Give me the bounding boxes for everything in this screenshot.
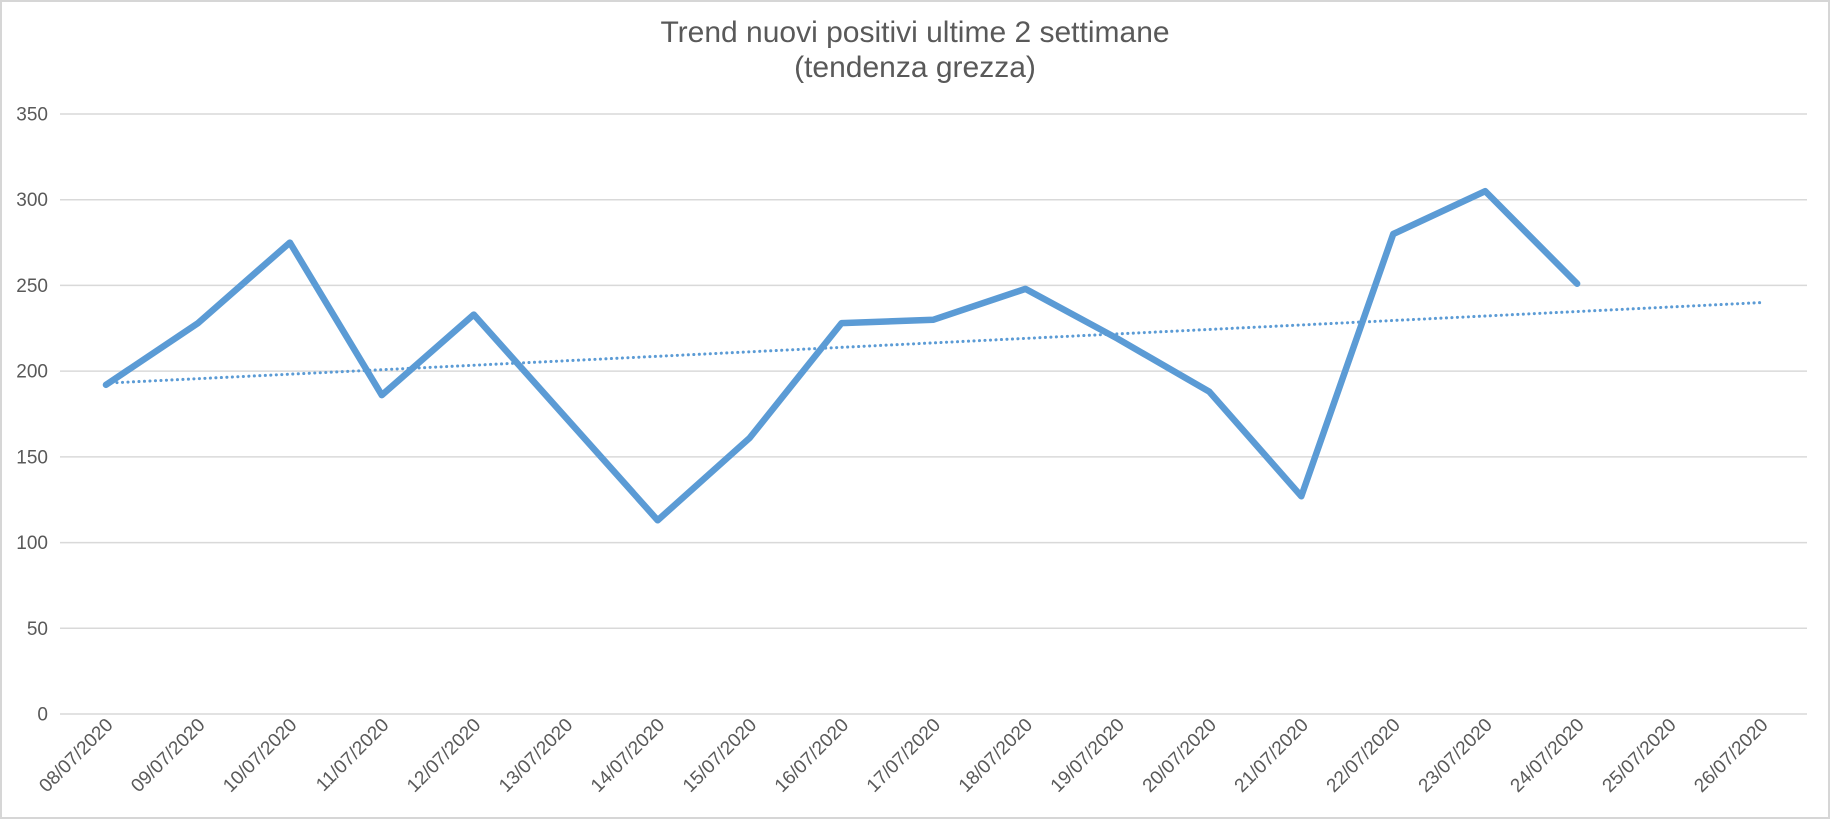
y-axis-tick-label: 100 <box>16 533 48 554</box>
y-axis-tick-label: 0 <box>37 705 48 726</box>
x-axis-tick-label: 25/07/2020 <box>1599 715 1681 797</box>
y-axis-tick-label: 350 <box>16 105 48 126</box>
chart-title-block: Trend nuovi positivi ultime 2 settimane … <box>2 15 1828 85</box>
trendline <box>104 301 1763 385</box>
chart-subtitle: (tendenza grezza) <box>794 51 1036 84</box>
x-axis-tick-label: 13/07/2020 <box>495 715 577 797</box>
y-axis-tick-label: 150 <box>16 447 48 468</box>
chart-title: Trend nuovi positivi ultime 2 settimane <box>660 16 1170 49</box>
x-axis-tick-label: 15/07/2020 <box>679 715 761 797</box>
x-axis-tick-label: 12/07/2020 <box>403 715 485 797</box>
y-axis-tick-label: 200 <box>16 362 48 383</box>
x-axis-tick-label: 11/07/2020 <box>312 715 393 796</box>
x-axis-tick-label: 14/07/2020 <box>587 715 669 797</box>
x-axis-tick-label: 17/07/2020 <box>863 715 945 797</box>
x-axis-tick-label: 16/07/2020 <box>771 715 853 797</box>
x-axis-tick-label: 23/07/2020 <box>1415 715 1497 797</box>
y-axis-tick-label: 250 <box>16 276 48 297</box>
data-series-line <box>102 187 1581 524</box>
x-axis-tick-label: 26/07/2020 <box>1690 715 1772 797</box>
x-axis-tick-label: 21/07/2020 <box>1231 715 1313 797</box>
x-axis-tick-label: 10/07/2020 <box>219 715 301 797</box>
x-axis-tick-label: 19/07/2020 <box>1047 715 1129 797</box>
y-axis-tick-label: 50 <box>27 619 48 640</box>
x-axis-tick-label: 18/07/2020 <box>955 715 1037 797</box>
x-axis-tick-label: 20/07/2020 <box>1139 715 1221 797</box>
x-axis-tick-label: 08/07/2020 <box>35 715 117 797</box>
x-axis-tick-label: 09/07/2020 <box>127 715 209 797</box>
x-axis-tick-label: 24/07/2020 <box>1507 715 1589 797</box>
x-axis-tick-label: 22/07/2020 <box>1323 715 1405 797</box>
y-axis-tick-label: 300 <box>16 190 48 211</box>
